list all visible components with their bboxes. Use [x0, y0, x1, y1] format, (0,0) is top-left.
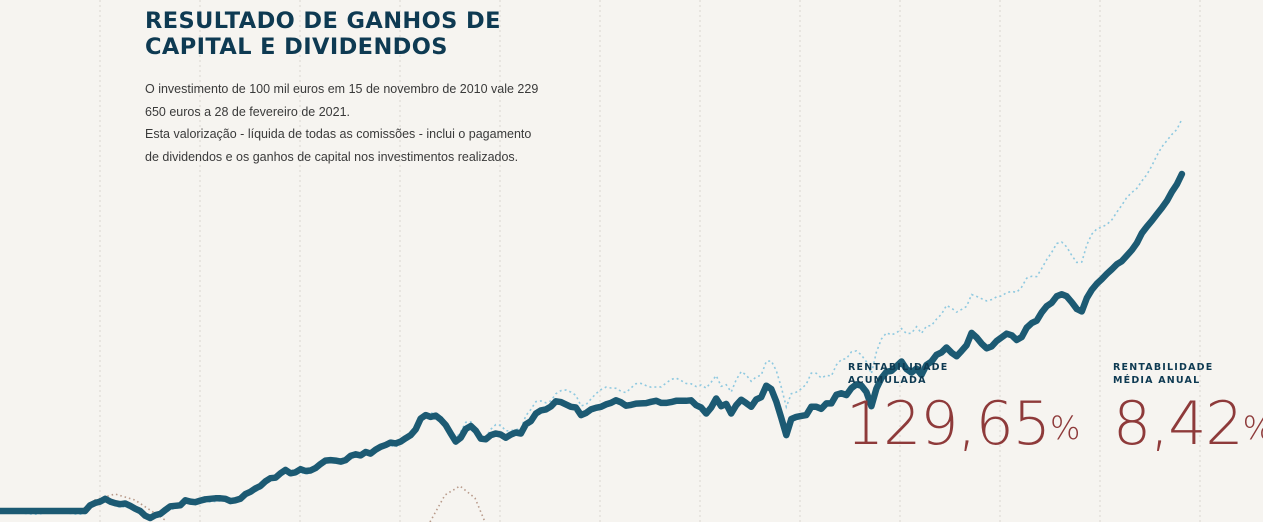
chart-title-line-1: RESULTADO DE GANHOS DE	[145, 8, 501, 34]
cumulative-value-unit: %	[1049, 409, 1081, 447]
annual-return-value: 8,42%	[1113, 394, 1263, 454]
cumulative-label-line-1: RENTABILIDADE	[848, 362, 949, 373]
chart-title: RESULTADO DE GANHOS DE CAPITAL E DIVIDEN…	[145, 8, 565, 60]
annual-value-number: 8,42	[1113, 389, 1244, 459]
description-line-4: de dividendos e os ganhos de capital nos…	[145, 149, 519, 164]
description-line-2: 650 euros a 28 de fevereiro de 2021.	[145, 104, 351, 119]
chart-description: O investimento de 100 mil euros em 15 de…	[145, 78, 575, 168]
annual-return-label: RENTABILIDADE MÉDIA ANUAL	[1113, 361, 1213, 387]
portfolio-series-line	[0, 170, 1186, 522]
benchmark-series-line	[0, 118, 1183, 520]
annual-label-line-2: MÉDIA ANUAL	[1113, 375, 1201, 386]
annual-value-unit: %	[1243, 409, 1263, 447]
vertical-gridlines	[99, 0, 1201, 522]
chart-title-line-2: CAPITAL E DIVIDENDOS	[145, 34, 448, 60]
cumulative-return-label: RENTABILIDADE ACUMULADA	[848, 361, 948, 387]
description-line-3: Esta valorização - líquida de todas as c…	[145, 127, 532, 141]
annual-label-line-1: RENTABILIDADE	[1113, 362, 1214, 373]
tertiary-series-line	[79, 485, 486, 522]
cumulative-value-number: 129,65	[846, 389, 1051, 459]
cumulative-label-line-2: ACUMULADA	[848, 375, 927, 386]
description-line-1: O investimento de 100 mil euros em 15 de…	[145, 82, 539, 96]
cumulative-return-value: 129,65%	[846, 394, 1080, 454]
